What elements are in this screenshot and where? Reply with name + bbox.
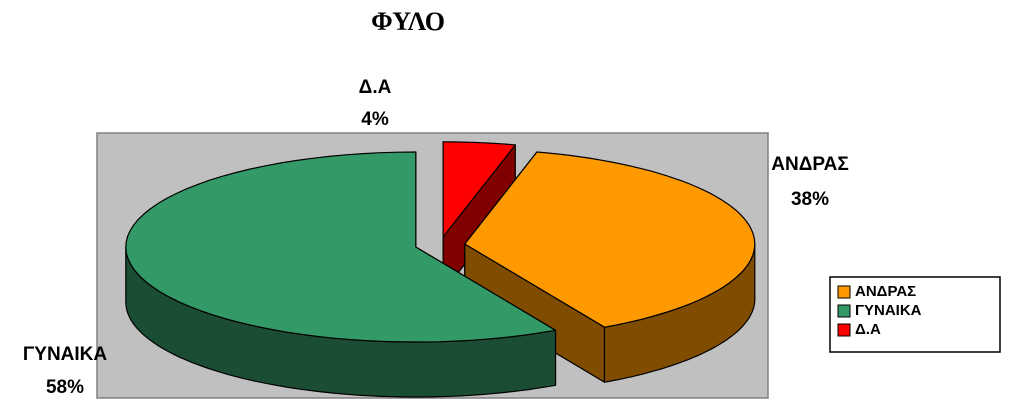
chart-title: ΦΥΛΟ [371, 7, 445, 36]
legend [829, 276, 1001, 353]
legend-swatch [837, 304, 851, 318]
slice [442, 141, 516, 238]
slice [464, 151, 756, 328]
data-label: 4% [361, 109, 389, 130]
legend-label: ΑΝΔΡΑΣ [855, 283, 916, 300]
legend-label: ΓΥΝΑΙΚΑ [855, 302, 922, 319]
legend-swatch [837, 323, 851, 337]
legend-swatch [837, 285, 851, 299]
slice [125, 151, 557, 343]
data-label-name: Δ.Α [359, 77, 392, 98]
data-label: 38% [791, 189, 829, 210]
data-label: 58% [46, 377, 84, 398]
data-label-name: ΑΝΔΡΑΣ [771, 154, 848, 175]
legend-label: Δ.Α [855, 321, 881, 338]
data-label-name: ΓΥΝΑΙΚΑ [23, 344, 108, 365]
